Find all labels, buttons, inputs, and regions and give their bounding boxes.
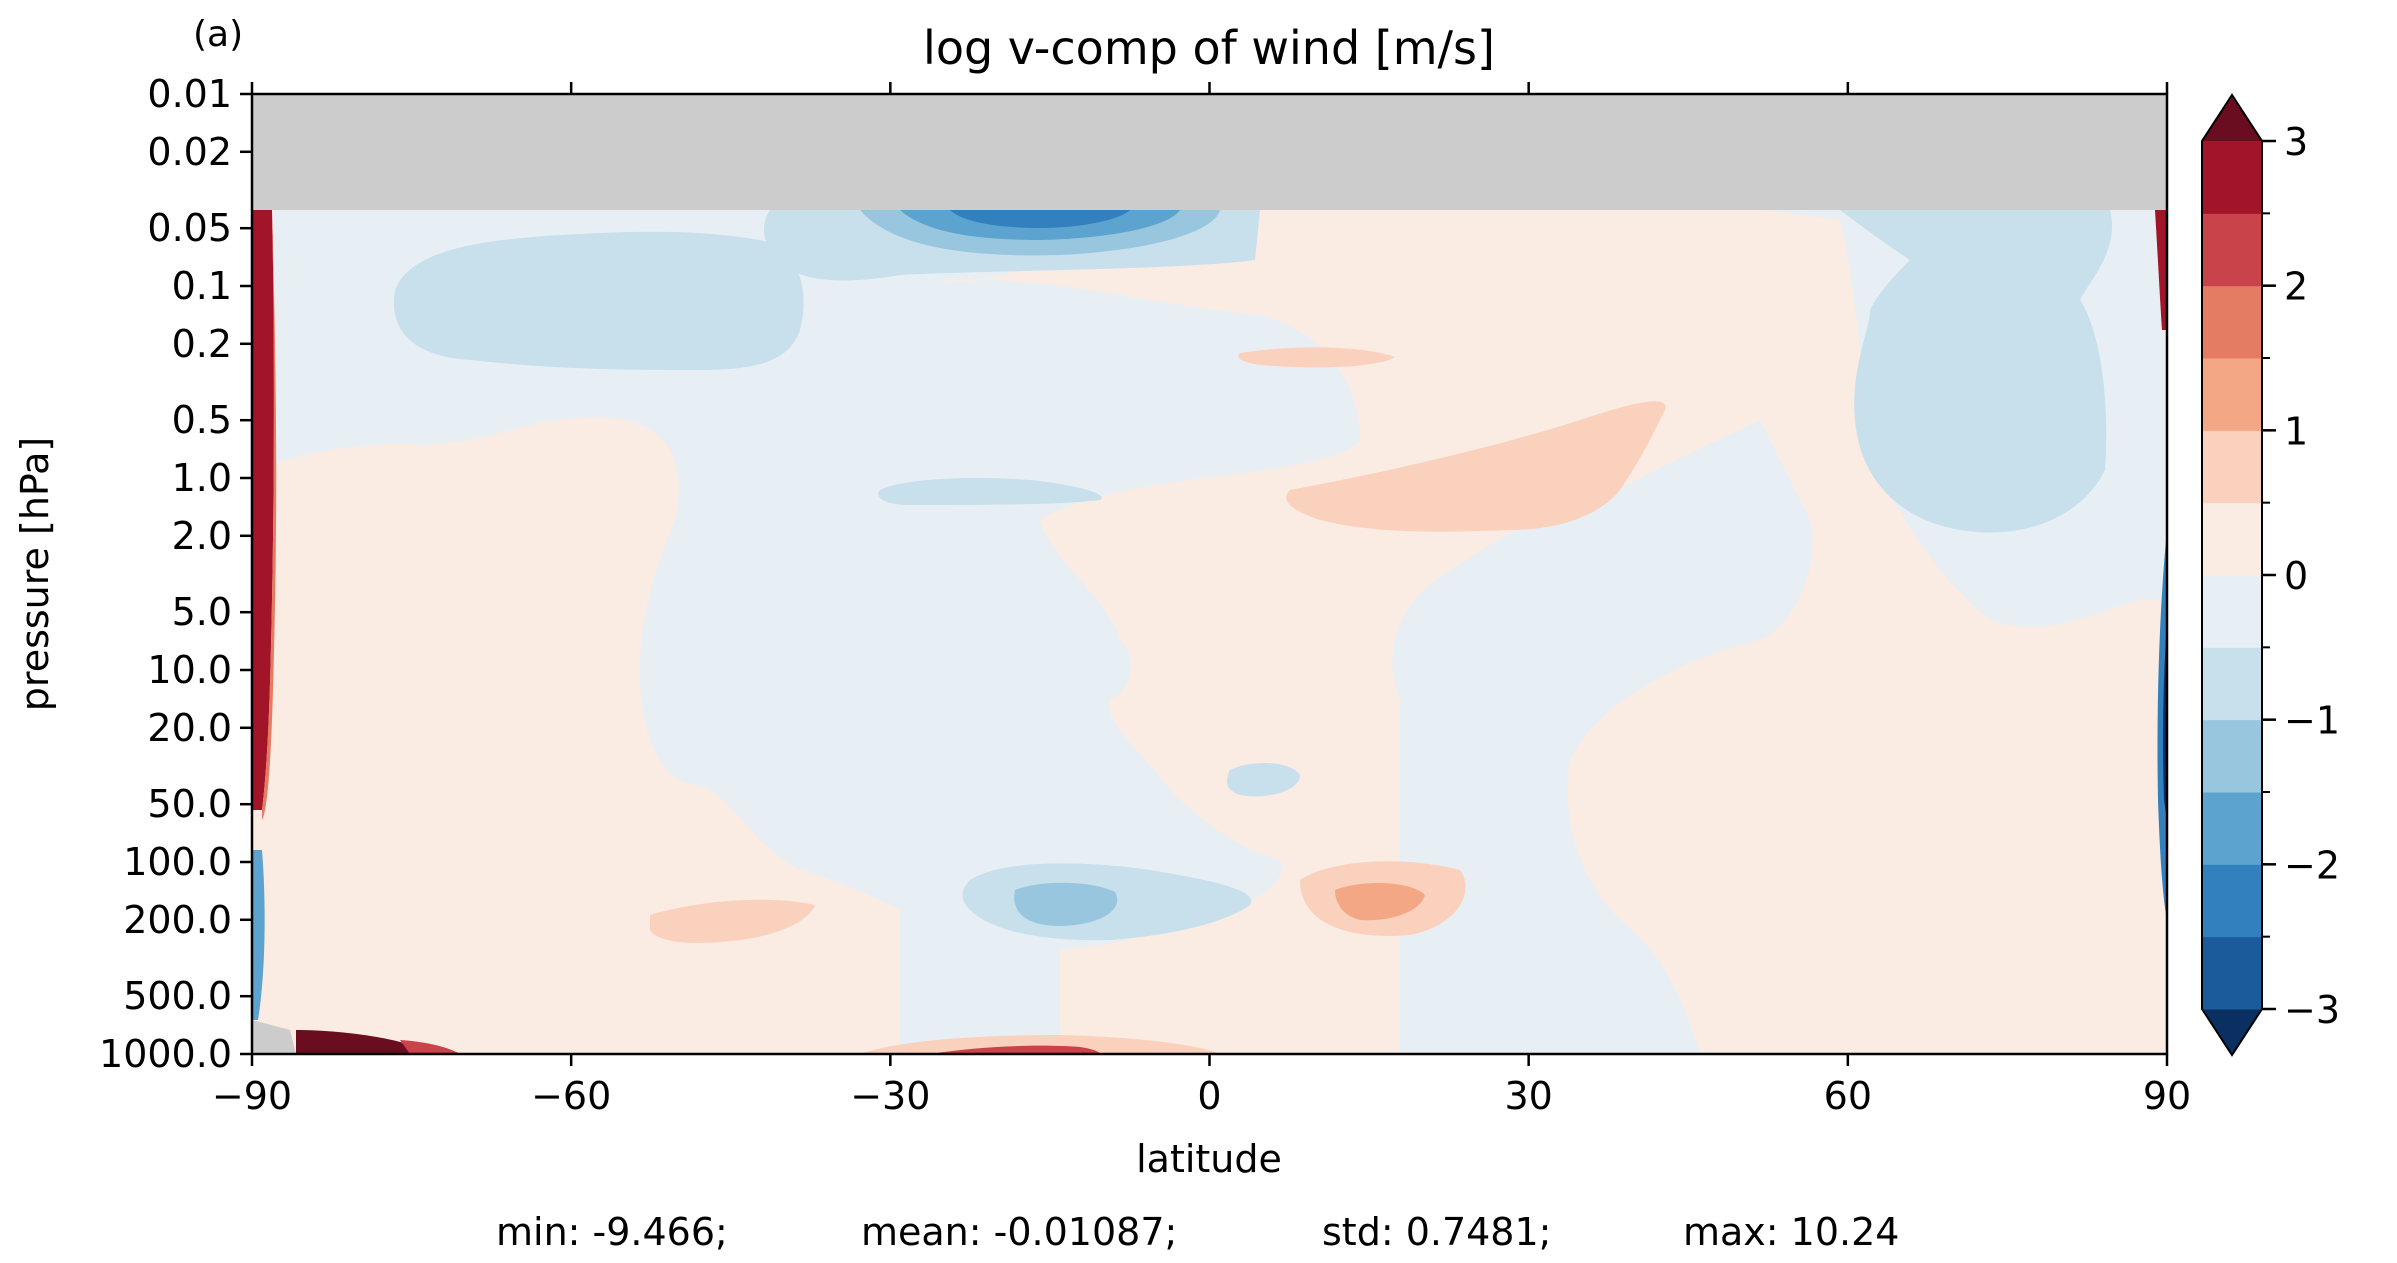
contour-surface-antarctic-red	[296, 1030, 420, 1054]
y-tick-label: 500.0	[123, 974, 232, 1018]
y-tick-label: 2.0	[172, 514, 232, 558]
x-tick-label: −60	[531, 1074, 611, 1118]
colorbar-tick-label: −2	[2284, 843, 2340, 887]
contour-edge-north-red	[2155, 210, 2167, 330]
contour-core-upper-positive	[1238, 347, 1395, 368]
y-tick-label: 0.5	[172, 398, 232, 442]
x-axis: −90 −60 −30 0 30 60 90	[212, 82, 2191, 1118]
x-tick-label: −90	[212, 1074, 292, 1118]
contour-core-top-negative-3	[950, 210, 1130, 228]
contour-region-small-negative	[1227, 763, 1300, 797]
y-axis-label: pressure [hPa]	[13, 437, 57, 711]
contour-region-mid-negative	[878, 478, 1102, 505]
contour-core-mid-positive	[1286, 401, 1666, 532]
no-data-surface-corner	[252, 1020, 296, 1054]
colorbar-tick-label: 1	[2284, 409, 2308, 453]
y-tick-label: 0.05	[147, 206, 232, 250]
colorbar-tick-label: −1	[2284, 699, 2340, 743]
colorbar-tick-label: 2	[2284, 265, 2308, 309]
contour-core-lower-nh-positive-2	[1335, 883, 1425, 921]
colorbar-segment	[2202, 792, 2262, 865]
y-tick-label: 1.0	[172, 456, 232, 500]
y-tick-label: 0.02	[147, 130, 232, 174]
y-tick-label: 10.0	[147, 648, 232, 692]
colorbar-segment	[2202, 502, 2262, 576]
contour-edge-south-red	[252, 210, 274, 810]
contour-region-sh-positive	[252, 417, 900, 1054]
contour-region-nh-positive	[1300, 180, 2167, 1054]
colorbar-tick-label: 3	[2284, 120, 2308, 164]
stat-max: max: 10.24	[1683, 1210, 1900, 1254]
x-tick-label: −30	[850, 1074, 930, 1118]
plot-area	[252, 94, 2167, 1054]
y-tick-label: 1000.0	[99, 1032, 232, 1076]
contour-region-nh-negative	[1840, 210, 2113, 533]
y-tick-label: 100.0	[123, 840, 232, 884]
colorbar-segment	[2202, 213, 2262, 287]
contour-core-lower-sh-positive	[650, 899, 815, 943]
colorbar-segment	[2202, 647, 2262, 721]
colorbar-tick-label: 0	[2284, 554, 2308, 598]
x-tick-label: 30	[1504, 1074, 1552, 1118]
y-tick-label: 5.0	[172, 590, 232, 634]
y-tick-label: 50.0	[147, 782, 232, 826]
contour-core-surface-red	[930, 1045, 1100, 1054]
x-tick-label: 90	[2143, 1074, 2191, 1118]
contour-region-upper-sh-negative	[393, 231, 804, 370]
contour-edge-north-blue	[2157, 530, 2167, 920]
colorbar-extend-under	[2202, 1009, 2262, 1055]
x-tick-label: 0	[1197, 1074, 1221, 1118]
colorbar-segment	[2202, 141, 2262, 214]
colorbar-segment	[2202, 719, 2262, 793]
contour-field	[252, 180, 2167, 1054]
contour-edge-south-red-faded	[262, 210, 277, 820]
colorbar-segment	[2202, 430, 2262, 504]
colorbar-segment	[2202, 864, 2262, 938]
colorbar: −3 −2 −1 0 1 2 3	[2201, 93, 2340, 1057]
panel-label: (a)	[193, 14, 243, 55]
contour-core-surface-positive	[860, 1035, 1220, 1054]
x-tick-label: 60	[1824, 1074, 1872, 1118]
colorbar-extend-over	[2202, 95, 2262, 141]
contour-region-upper-positive	[1300, 180, 1842, 301]
no-data-mask	[252, 94, 2167, 210]
chart-title: log v-comp of wind [m/s]	[923, 21, 1495, 75]
y-tick-label: 0.1	[172, 264, 232, 308]
stat-min: min: -9.466;	[496, 1210, 728, 1254]
colorbar-segment	[2202, 575, 2262, 648]
contour-surface-antarctic-red-2	[400, 1040, 460, 1054]
x-axis-label: latitude	[1136, 1137, 1282, 1181]
stat-mean: mean: -0.01087;	[861, 1210, 1178, 1254]
y-tick-label: 200.0	[123, 898, 232, 942]
colorbar-segment	[2202, 358, 2262, 431]
stats-bar: min: -9.466; mean: -0.01087; std: 0.7481…	[0, 1210, 2397, 1260]
y-tick-label: 0.2	[172, 322, 232, 366]
contour-edge-south-surface-blue	[252, 850, 265, 1020]
colorbar-segment	[2202, 285, 2262, 359]
colorbar-segment	[2202, 936, 2262, 1010]
y-tick-label: 20.0	[147, 706, 232, 750]
stat-std: std: 0.7481;	[1322, 1210, 1552, 1254]
colorbar-tick-label: −3	[2284, 988, 2340, 1032]
y-tick-label: 0.01	[147, 72, 232, 116]
y-axis: 0.01 0.02 0.05 0.1 0.2 0.5 1.0 2.0 5.0 10.0 20.0 50…	[99, 72, 252, 1076]
contour-region-tropics-positive	[945, 180, 1760, 1054]
contour-core-lower-negative	[1014, 882, 1118, 926]
